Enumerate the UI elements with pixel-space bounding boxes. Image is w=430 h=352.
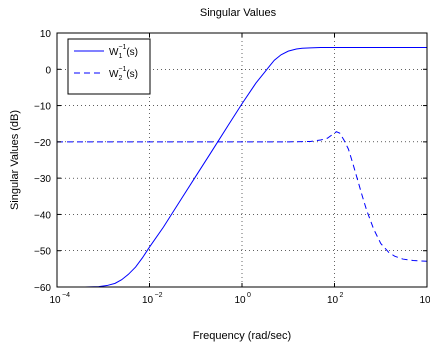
grid-lines (57, 33, 427, 287)
series-line-2 (57, 131, 428, 262)
legend-box (67, 38, 151, 95)
x-tick-exponent: 0 (247, 292, 251, 299)
x-tick-label: 10 0 (234, 292, 251, 306)
y-tick-label: −40 (34, 210, 51, 221)
x-tick-base: 10 (327, 295, 339, 306)
legend-label-1: W1 −1(s) (109, 44, 138, 60)
series-layer (57, 47, 428, 288)
x-tick-base: 10 (142, 295, 154, 306)
legend-label-superscript: −1 (118, 44, 126, 51)
x-tick-label: 10 −4 (49, 292, 70, 306)
legend-label-tail: (s) (126, 69, 138, 80)
legend-label-subscript: 2 (118, 75, 122, 82)
legend-label-tail: (s) (126, 47, 138, 58)
x-tick-base: 10 (49, 295, 61, 306)
legend-label-main: W (109, 47, 119, 58)
legend-label-2: W2 −1(s) (109, 66, 138, 82)
y-tick-label: −20 (34, 138, 51, 149)
y-tick-label: −10 (34, 102, 51, 113)
series-line-1 (57, 47, 427, 288)
x-tick-label: 10 −2 (142, 292, 163, 306)
x-tick-base: 10 (419, 295, 430, 306)
x-tick-exponent: −4 (62, 292, 70, 299)
y-axis-label: Singular Values (dB) (9, 110, 21, 210)
y-tick-label: 10 (40, 29, 52, 40)
legend-label-main: W (109, 69, 119, 80)
x-tick-label: 10 2 (327, 292, 344, 306)
legend-label-subscript: 1 (118, 53, 122, 60)
x-tick-exponent: 2 (340, 292, 344, 299)
y-tick-label: −30 (34, 174, 51, 185)
y-tick-label: −50 (34, 247, 51, 258)
y-tick-label: 0 (45, 65, 51, 76)
x-tick-base: 10 (234, 295, 246, 306)
x-axis-label: Frequency (rad/sec) (193, 330, 291, 342)
legend-label-superscript: −1 (118, 66, 126, 73)
x-tick-label: 10 (419, 295, 430, 306)
y-tick-label: −60 (34, 283, 51, 294)
x-tick-exponent: −2 (155, 292, 163, 299)
legend: W1−1(s)W2−1(s) (67, 38, 151, 95)
chart-title: Singular Values (200, 7, 277, 19)
